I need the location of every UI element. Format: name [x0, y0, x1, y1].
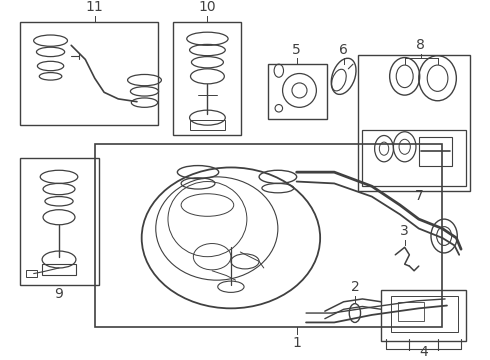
Bar [358, 55, 470, 191]
Text: 5: 5 [293, 42, 301, 57]
Text: 2: 2 [350, 280, 359, 294]
Text: 9: 9 [54, 287, 63, 301]
Text: 1: 1 [292, 336, 301, 350]
Bar [381, 289, 466, 341]
Text: 6: 6 [339, 42, 348, 57]
Bar [20, 22, 158, 125]
Bar [26, 270, 37, 277]
Text: 8: 8 [416, 38, 425, 52]
Bar [398, 302, 424, 320]
Text: 4: 4 [419, 345, 428, 359]
Bar [391, 296, 458, 332]
Bar [190, 121, 225, 130]
Text: 7: 7 [415, 189, 423, 203]
Bar [419, 138, 452, 166]
Text: 10: 10 [198, 0, 216, 14]
Bar [95, 144, 442, 327]
Text: 3: 3 [400, 224, 409, 238]
Text: 11: 11 [86, 0, 103, 14]
Bar [269, 64, 327, 118]
Bar [42, 264, 76, 275]
Bar [20, 158, 99, 285]
Bar [363, 130, 466, 186]
Bar [172, 22, 241, 135]
